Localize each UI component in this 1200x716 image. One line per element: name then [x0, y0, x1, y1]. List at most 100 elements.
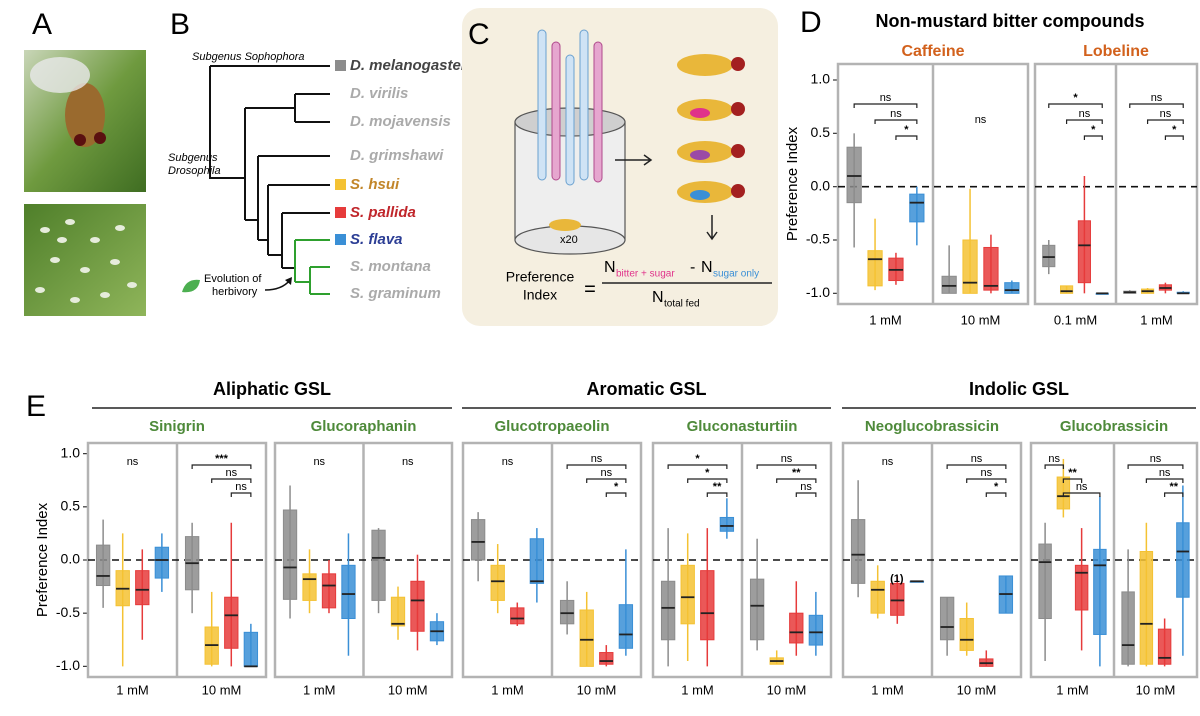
box-body — [1004, 282, 1020, 294]
formula-sub: sugar only — [713, 269, 759, 280]
subgenus-label: Subgenus Sophophora — [192, 51, 305, 63]
significance-label: ns — [1151, 92, 1163, 104]
y-tick-label: -0.5 — [806, 231, 830, 247]
significance-bracket — [776, 478, 817, 483]
significance-bracket — [1164, 492, 1184, 497]
species-key — [335, 207, 346, 218]
box-body — [749, 578, 765, 641]
significance-bracket — [706, 492, 728, 497]
fly-count: x20 — [560, 234, 578, 246]
y-tick-label: 1.0 — [811, 71, 831, 87]
significance-label: ns — [402, 456, 414, 468]
box-body — [390, 596, 406, 627]
y-tick-label: 0.0 — [61, 551, 81, 567]
box-body — [660, 580, 676, 641]
fly-wing — [30, 57, 90, 93]
significance-label: ns — [1150, 453, 1162, 465]
significance-label: ns — [980, 467, 992, 479]
box-body — [1093, 548, 1107, 635]
significance-bracket — [1145, 478, 1184, 483]
facet-title: Lobeline — [1083, 43, 1149, 60]
significance-bracket — [191, 464, 252, 469]
x-tick-label: 10 mM — [1136, 682, 1176, 697]
panel-label: E — [26, 390, 46, 423]
box-body — [1042, 244, 1056, 268]
significance-label: ns — [971, 453, 983, 465]
significance-bracket — [566, 464, 627, 469]
significance-bracket — [1146, 119, 1184, 124]
significance-bracket — [985, 492, 1007, 497]
arrow — [706, 215, 718, 241]
chart-title: Non-mustard bitter compounds — [876, 11, 1145, 31]
species-name: S. flava — [350, 231, 403, 248]
leaf-icon — [182, 279, 200, 293]
formula-n: N — [701, 259, 713, 276]
x-tick-label: 0.1 mM — [1054, 312, 1097, 327]
box-body — [95, 544, 111, 587]
x-tick-label: 1 mM — [303, 682, 336, 697]
x-tick-label: 1 mM — [869, 312, 902, 327]
y-tick-label: 0.5 — [811, 124, 831, 140]
group-title: Aliphatic GSL — [213, 379, 331, 399]
significance-label: ns — [600, 467, 612, 479]
box-body — [1074, 564, 1089, 611]
box-body — [983, 246, 999, 291]
species-key — [335, 234, 346, 245]
significance-label: ns — [1079, 108, 1091, 120]
box-body — [846, 146, 862, 204]
group-title: Indolic GSL — [969, 379, 1069, 399]
significance-bracket — [756, 464, 817, 469]
group-title: Aromatic GSL — [586, 379, 706, 399]
facet-title: Glucoraphanin — [311, 418, 417, 435]
significance-label: ** — [713, 481, 722, 493]
box-body — [719, 516, 735, 532]
significance-label: * — [614, 481, 619, 493]
herbivory-label: Evolution of — [204, 273, 262, 285]
box-body — [1060, 285, 1074, 294]
significance-bracket — [1164, 135, 1184, 140]
y-tick-label: -1.0 — [56, 657, 80, 673]
significance-bracket — [1044, 464, 1064, 469]
photo-eggs — [24, 204, 146, 316]
x-tick-label: 10 mM — [961, 312, 1001, 327]
box-body — [282, 509, 298, 600]
panel-label: C — [468, 18, 490, 51]
box-body — [1176, 522, 1190, 598]
significance-bracket — [895, 135, 918, 140]
box-note: (1) — [890, 573, 904, 585]
box-body — [939, 596, 955, 641]
box-body — [962, 239, 978, 294]
fly-eye — [74, 134, 86, 146]
fly-eye — [94, 132, 106, 144]
y-tick-label: 0.0 — [811, 177, 831, 193]
x-tick-label: 10 mM — [202, 682, 242, 697]
significance-label: ns — [890, 108, 902, 120]
y-tick-label: 1.0 — [61, 444, 81, 460]
subgenus-label: Drosophila — [168, 165, 221, 177]
significance-label: * — [994, 481, 999, 493]
significance-bracket — [795, 492, 817, 497]
box-body — [941, 275, 957, 294]
significance-label: ** — [1169, 481, 1178, 493]
significance-label: ns — [1160, 108, 1172, 120]
box-body — [529, 538, 545, 584]
vial — [514, 29, 626, 255]
significance-label: ns — [502, 456, 514, 468]
significance-label: ns — [591, 453, 603, 465]
box-body — [808, 614, 824, 646]
significance-bracket — [946, 464, 1007, 469]
facet-title: Gluconasturtiin — [687, 418, 798, 435]
species-name: S. pallida — [350, 204, 416, 221]
species-name: D. grimshawi — [350, 147, 444, 164]
box-body — [700, 570, 715, 641]
species-name: S. hsui — [350, 176, 400, 193]
box-body — [1121, 591, 1135, 665]
species-name: D. virilis — [350, 85, 408, 102]
box-body — [680, 564, 695, 625]
formula-lhs: Preference — [506, 269, 575, 285]
box-body — [909, 193, 925, 223]
box-body — [1157, 628, 1172, 665]
significance-label: * — [1172, 124, 1177, 136]
box-body — [410, 580, 425, 632]
